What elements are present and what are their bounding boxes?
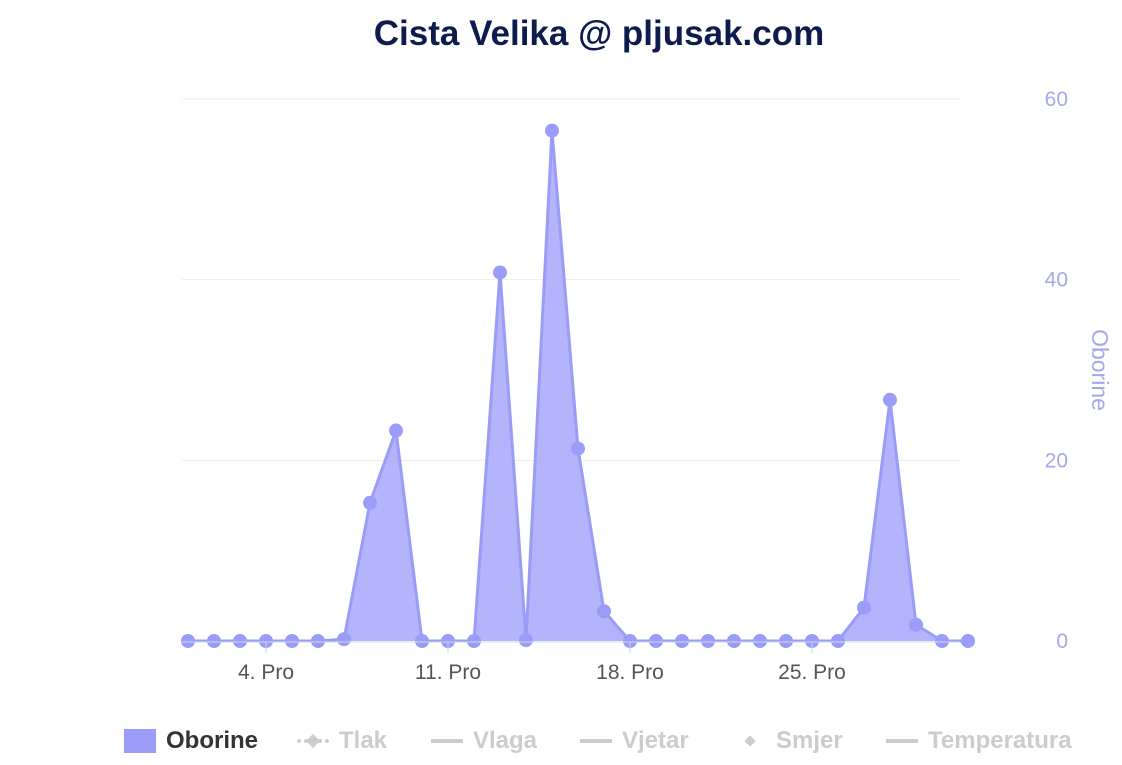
- legend-item-smjer[interactable]: Smjer: [734, 724, 843, 758]
- data-point[interactable]: [649, 634, 663, 648]
- legend-label: Vlaga: [473, 727, 538, 754]
- data-point[interactable]: [389, 423, 403, 438]
- legend-swatch-box: [124, 729, 156, 753]
- data-point[interactable]: [909, 617, 923, 632]
- data-point[interactable]: [701, 634, 715, 648]
- legend-item-vjetar[interactable]: Vjetar: [580, 724, 689, 758]
- legend-swatch-line: [580, 739, 612, 743]
- data-point[interactable]: [337, 632, 351, 647]
- x-tick-label: 11. Pro: [415, 661, 481, 684]
- data-point[interactable]: [831, 634, 845, 648]
- data-point[interactable]: [311, 634, 325, 648]
- data-point[interactable]: [857, 600, 871, 615]
- data-point[interactable]: [233, 634, 247, 648]
- data-point[interactable]: [259, 634, 273, 648]
- data-point[interactable]: [207, 634, 221, 648]
- legend-item-tlak[interactable]: Tlak: [297, 724, 387, 758]
- legend-label: Oborine: [166, 727, 259, 754]
- data-point[interactable]: [623, 634, 637, 648]
- legend-item-vlaga[interactable]: Vlaga: [431, 724, 537, 758]
- x-tick-label: 25. Pro: [778, 661, 846, 684]
- legend-label: Vjetar: [622, 727, 689, 754]
- x-axis-ticks: 4. Pro 11. Pro 18. Pro 25. Pro: [182, 641, 960, 684]
- data-point[interactable]: [467, 634, 481, 648]
- legend-label: Temperatura: [928, 727, 1072, 754]
- legend-item-temperatura[interactable]: Temperatura: [886, 724, 1072, 758]
- data-point[interactable]: [883, 392, 897, 407]
- data-point[interactable]: [571, 441, 585, 456]
- data-point[interactable]: [545, 123, 559, 138]
- data-point[interactable]: [597, 604, 611, 619]
- chart-title: Cista Velika @ pljusak.com: [373, 14, 825, 53]
- legend-swatch-dash-diamond: [297, 733, 329, 749]
- data-point[interactable]: [493, 265, 507, 280]
- data-point[interactable]: [753, 634, 767, 648]
- y-tick-label: 20: [1045, 449, 1068, 472]
- chart-plot: 4. Pro 11. Pro 18. Pro 25. Pro 0 20 40 60 Obor…: [181, 88, 1113, 684]
- data-point[interactable]: [285, 634, 299, 648]
- series-points: [181, 123, 975, 648]
- legend-swatch-line: [431, 739, 463, 743]
- data-point[interactable]: [441, 634, 455, 648]
- legend-swatch-diamond: [734, 734, 766, 748]
- data-point[interactable]: [779, 634, 793, 648]
- legend: Oborine Tlak Vlaga Vjetar Smjer Temperat…: [0, 724, 1122, 758]
- data-point[interactable]: [363, 495, 377, 510]
- y-axis-ticks: 0 20 40 60: [1045, 88, 1068, 653]
- data-point[interactable]: [675, 634, 689, 648]
- data-point[interactable]: [181, 634, 195, 648]
- series-area-fill: [188, 130, 968, 641]
- data-point[interactable]: [961, 634, 975, 648]
- x-tick-label: 18. Pro: [596, 661, 664, 684]
- y-tick-label: 40: [1045, 269, 1068, 292]
- y-tick-label: 60: [1045, 88, 1068, 111]
- legend-label: Smjer: [776, 727, 843, 754]
- x-tick-label: 4. Pro: [238, 661, 294, 684]
- data-point[interactable]: [519, 633, 533, 648]
- data-point[interactable]: [727, 634, 741, 648]
- data-point[interactable]: [935, 634, 949, 648]
- legend-swatch-line: [886, 739, 918, 743]
- y-tick-label: 0: [1056, 630, 1068, 653]
- data-point[interactable]: [805, 634, 819, 648]
- series-area: [188, 130, 968, 641]
- legend-label: Tlak: [339, 727, 388, 754]
- legend-item-oborine[interactable]: Oborine: [124, 724, 258, 758]
- data-point[interactable]: [415, 634, 429, 648]
- y-axis-label: Oborine: [1087, 329, 1113, 411]
